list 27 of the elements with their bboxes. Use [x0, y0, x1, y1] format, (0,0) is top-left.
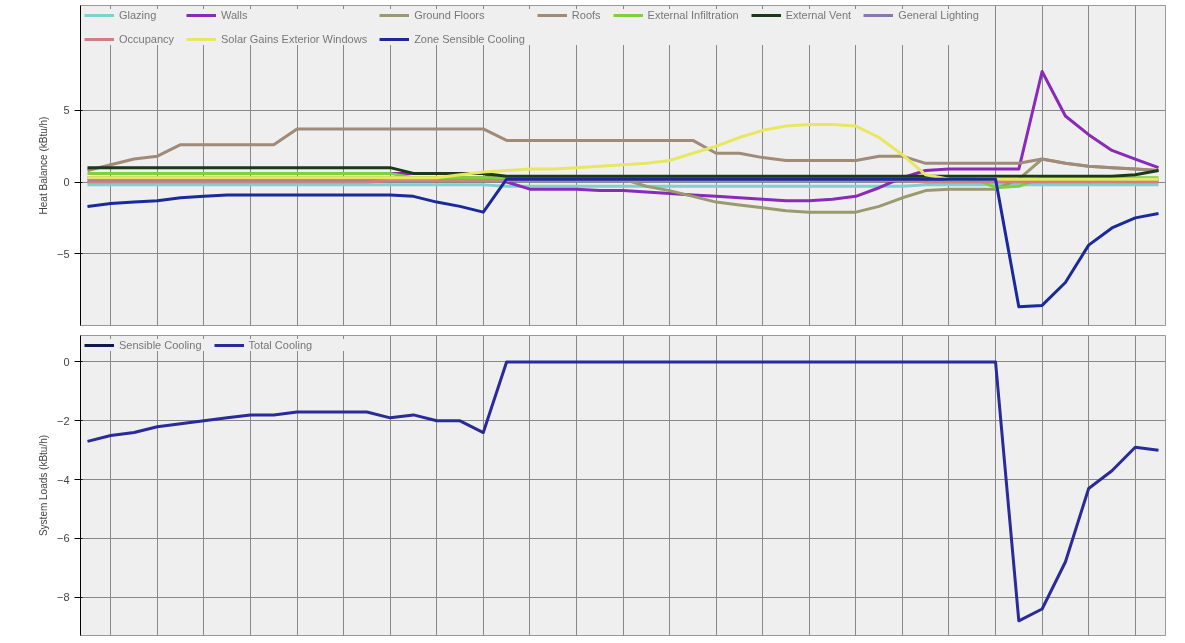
line-series	[85, 166, 1161, 178]
y-tick-label: −4	[56, 473, 70, 486]
y-axis-title: System Loads (kBtu/h)	[37, 434, 49, 537]
line-series	[85, 127, 1161, 173]
legend-label: General Lighting	[898, 9, 979, 21]
legend-label: Ground Floors	[414, 9, 485, 21]
legend-label: Walls	[221, 9, 248, 21]
legend-label: Total Cooling	[248, 339, 313, 351]
y-axis-title: Heat Balance (kBtu/h)	[37, 116, 49, 215]
legend-label: Zone Sensible Cooling	[414, 33, 525, 45]
y-tick-label: −2	[56, 414, 70, 427]
y-tick-label: −6	[56, 532, 70, 545]
legend-label: Sensible Cooling	[119, 339, 202, 351]
y-tick-label: 0	[63, 355, 70, 368]
y-tick-label: 5	[63, 104, 70, 117]
legend-label: External Vent	[785, 9, 852, 21]
y-tick-label: 0	[63, 176, 70, 188]
legend-label: External Infiltration	[647, 9, 739, 21]
legend-label: Solar Gains Exterior Windows	[221, 33, 368, 45]
y-tick-label: −8	[56, 591, 70, 604]
legend-label: Glazing	[119, 9, 157, 21]
legend-label: Roofs	[571, 9, 601, 21]
line-series	[85, 123, 1161, 181]
legend-label: Occupancy	[119, 33, 175, 45]
y-tick-label: −5	[56, 247, 70, 260]
line-series	[85, 360, 1161, 623]
line-series	[85, 177, 1161, 309]
